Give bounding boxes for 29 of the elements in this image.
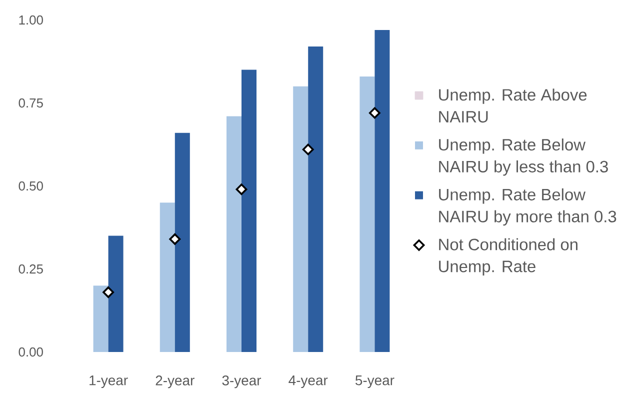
point	[102, 286, 114, 298]
bar	[374, 30, 390, 352]
y-tick-label: 0.00	[18, 347, 43, 357]
point	[169, 233, 181, 245]
bar	[160, 202, 175, 352]
y-tick-label: 1.00	[19, 15, 43, 25]
point	[302, 144, 314, 156]
y-tick-label: 0.25	[18, 264, 43, 274]
bar	[174, 132, 190, 352]
bar	[242, 70, 256, 352]
x-tick-label: 1-year	[90, 376, 128, 388]
x-tick-label: 5-year	[355, 376, 394, 388]
bar	[308, 46, 324, 352]
legend-label: Not Conditioned on Unemp. Rate	[439, 238, 578, 276]
legend-label: Unemp. Rate Below NAIRU by more than 0.3	[439, 188, 616, 226]
point	[236, 184, 248, 196]
bar	[108, 236, 124, 352]
x-tick-label: 2-year	[156, 376, 194, 388]
point	[368, 107, 380, 119]
bar	[226, 116, 242, 352]
x-tick-label: 4-year	[288, 376, 328, 388]
x-tick-label: 3-year	[222, 376, 262, 388]
y-tick-label: 0.75	[18, 98, 43, 108]
legend-label: Unemp. Rate Below NAIRU by less than 0.3	[439, 138, 608, 176]
y-tick-label: 0.50	[18, 181, 43, 191]
legend-label: Unemp. Rate Above NAIRU	[439, 88, 587, 123]
bar	[360, 76, 375, 352]
bar	[93, 286, 108, 352]
bar	[293, 86, 308, 352]
